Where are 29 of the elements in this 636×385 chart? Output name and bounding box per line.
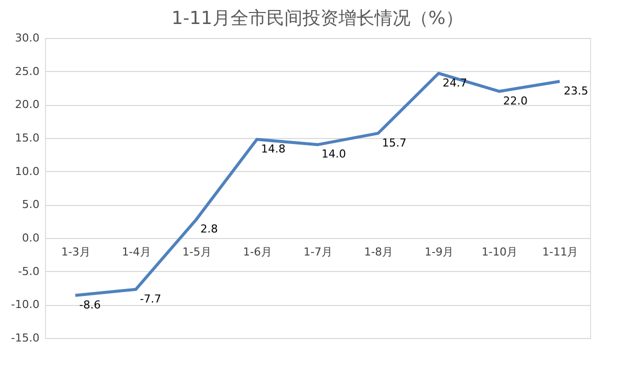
x-tick-label: 1-5月: [182, 246, 212, 258]
x-tick-label: 1-9月: [424, 246, 454, 258]
data-label: 24.7: [442, 76, 468, 90]
data-label: 14.8: [260, 142, 286, 156]
data-label: 14.0: [322, 148, 346, 161]
y-tick-label: 25.0: [15, 64, 40, 78]
x-tick-label: 1-8月: [364, 246, 394, 258]
data-label: 15.7: [382, 136, 407, 150]
y-tick-label: 5.0: [22, 198, 40, 212]
y-tick-label: 15.0: [15, 132, 40, 144]
data-label: 2.8: [200, 222, 218, 236]
x-tick-label: 1-10月: [482, 246, 518, 258]
x-tick-label: 1-7月: [304, 246, 332, 258]
y-tick-label: 20.0: [15, 98, 40, 112]
y-tick-label: -10.0: [11, 298, 40, 312]
data-label: 23.5: [564, 84, 588, 98]
y-tick-label: -5.0: [18, 264, 40, 278]
y-tick-label: -15.0: [11, 332, 40, 344]
x-tick-label: 1-4月: [122, 246, 151, 258]
x-tick-label: 1-3月: [61, 246, 90, 258]
chart-title: 1-11月全市民间投资增长情况（%）: [172, 8, 464, 29]
data-label: 22.0: [503, 94, 528, 108]
x-tick-label: 1-6月: [242, 246, 272, 258]
data-label: -8.6: [79, 298, 101, 312]
y-tick-label: 0.0: [22, 232, 40, 244]
y-tick-label: 30.0: [15, 32, 40, 44]
y-tick-label: 10.0: [15, 164, 40, 178]
x-tick-label: 1-11月: [542, 246, 578, 258]
data-label: -7.7: [140, 292, 162, 306]
